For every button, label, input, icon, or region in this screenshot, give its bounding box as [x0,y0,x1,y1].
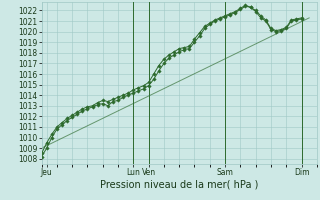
X-axis label: Pression niveau de la mer( hPa ): Pression niveau de la mer( hPa ) [100,180,258,190]
